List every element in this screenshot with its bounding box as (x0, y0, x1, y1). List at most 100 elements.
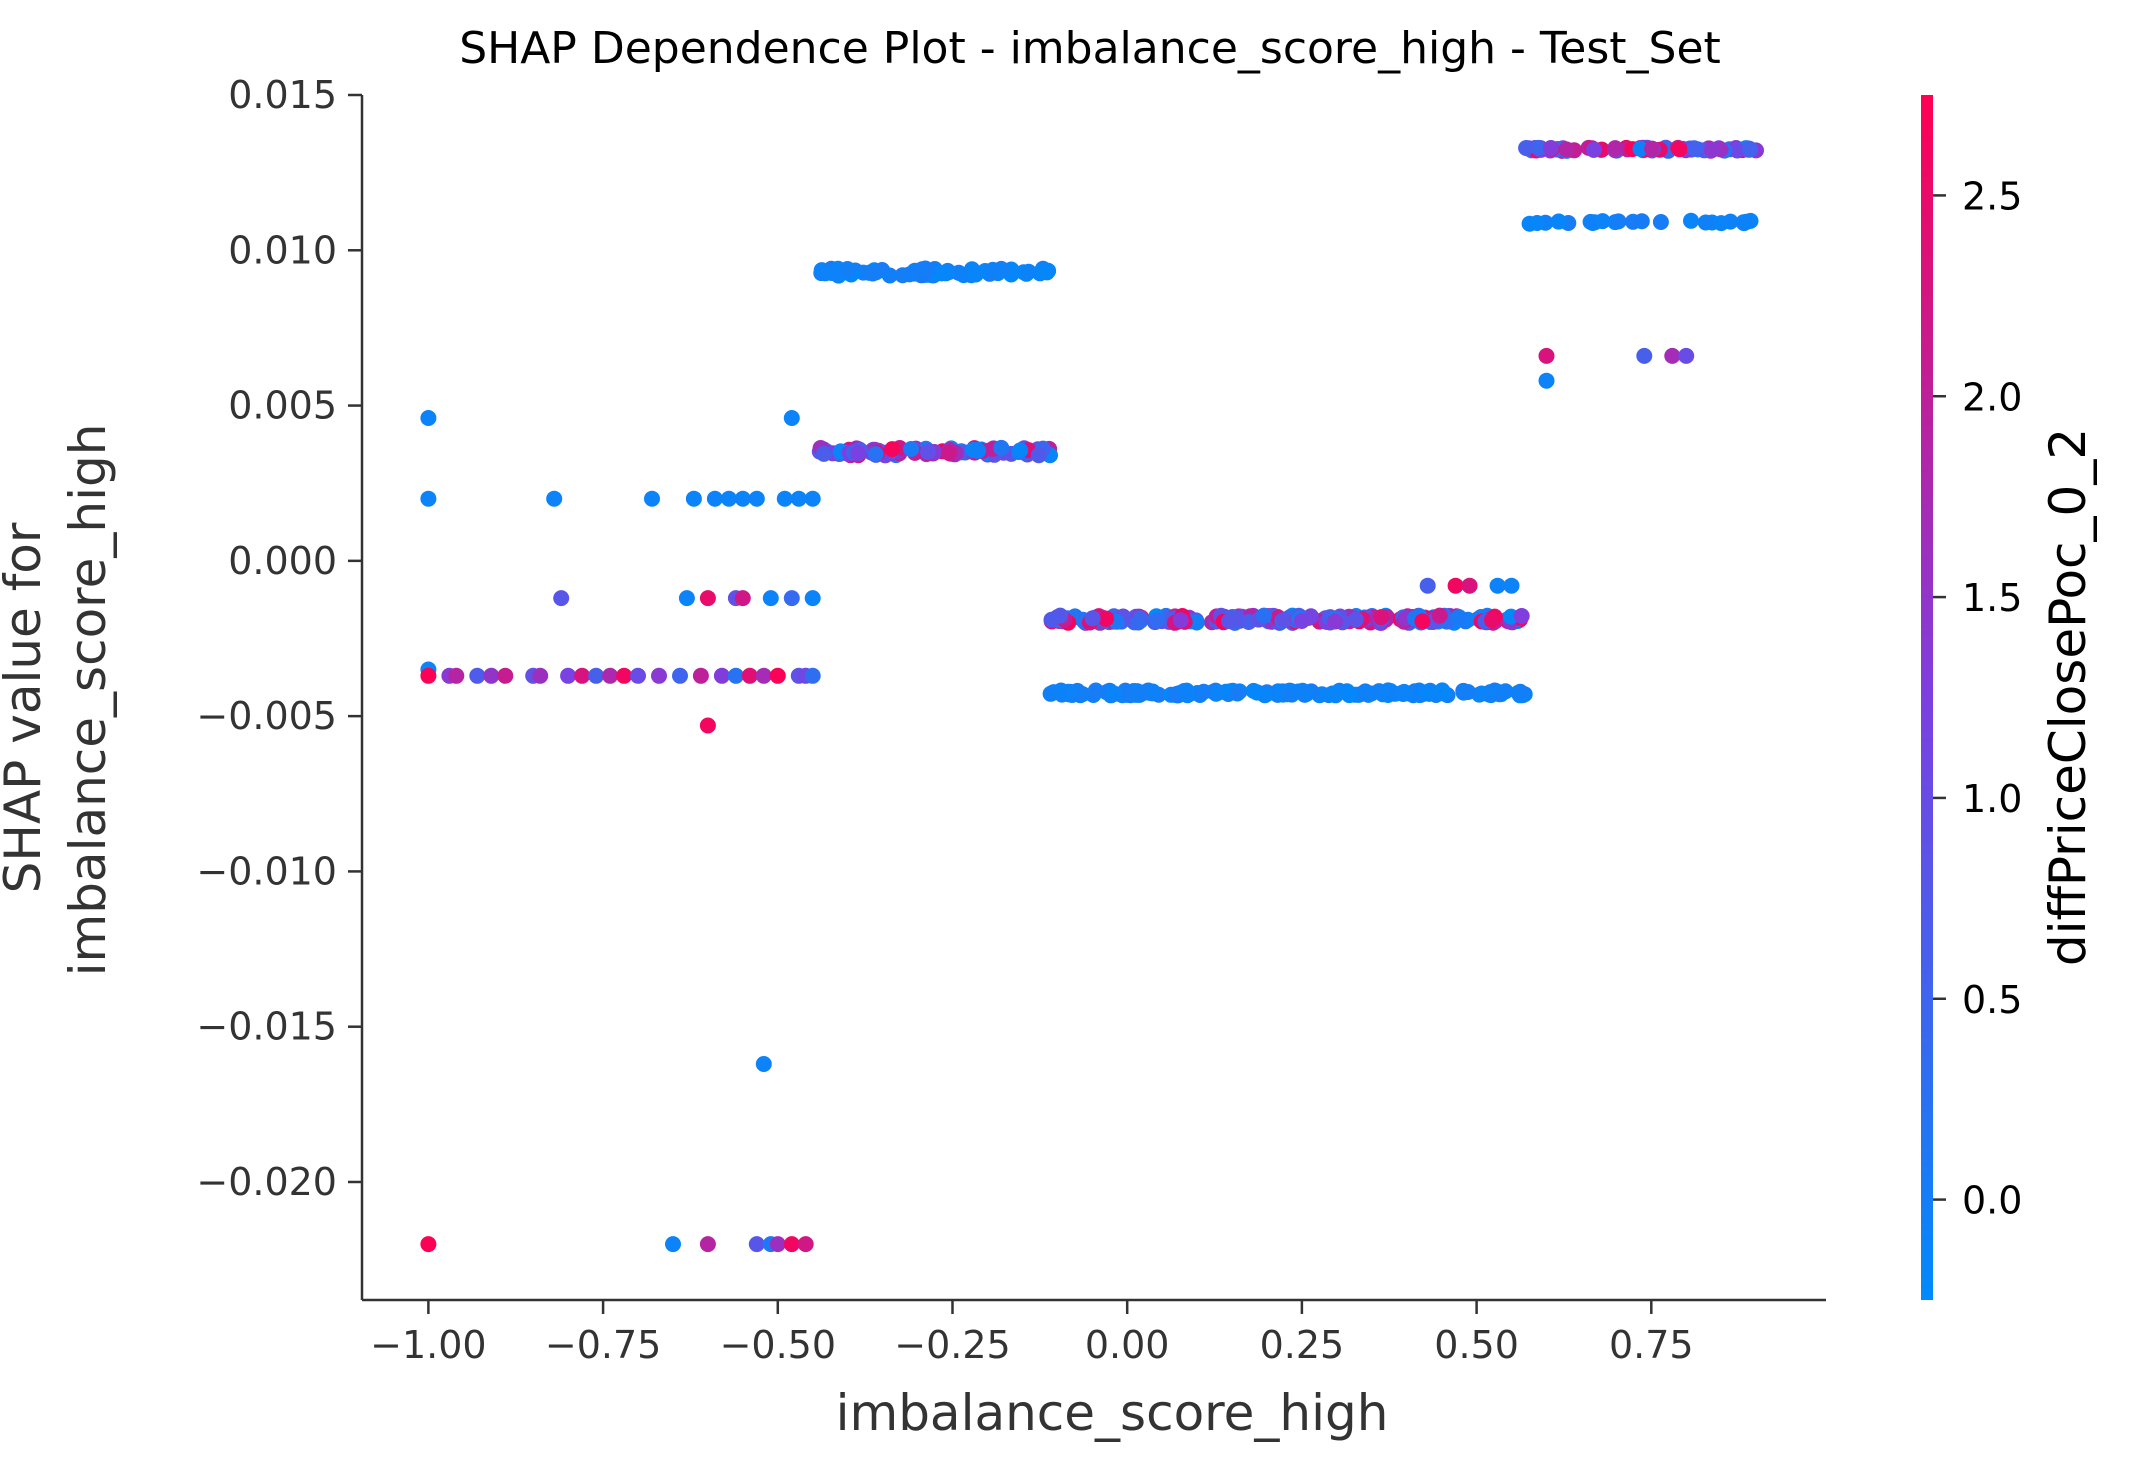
data-point (1713, 215, 1730, 232)
data-point (967, 266, 984, 283)
x-tick-label: −0.25 (894, 1323, 1010, 1367)
data-point (1644, 140, 1661, 157)
data-point (1450, 609, 1467, 625)
x-axis-label: imbalance_score_high (836, 1384, 1389, 1442)
data-point (783, 1236, 800, 1253)
data-point (1489, 577, 1506, 594)
data-point (734, 590, 751, 607)
y-ticks: 0.015 0.010 0.005 0.000 −0.005 −0.010 −0.015 −0… (196, 73, 362, 1204)
data-point (678, 590, 695, 607)
data-point (1419, 577, 1436, 594)
data-point (1229, 685, 1246, 702)
data-point (1497, 683, 1514, 700)
data-point (1172, 612, 1189, 629)
data-point (1529, 215, 1546, 231)
data-point (755, 667, 772, 684)
data-point (1327, 687, 1344, 704)
data-point (1431, 607, 1448, 624)
data-point (748, 1236, 765, 1253)
data-point (914, 261, 931, 278)
data-point (1210, 684, 1227, 701)
data-point (1538, 372, 1555, 389)
data-point (685, 490, 702, 507)
x-tick-label: 0.25 (1260, 1323, 1345, 1367)
data-point (867, 446, 884, 462)
data-point (1518, 140, 1535, 156)
data-point (1512, 683, 1529, 700)
data-point (713, 667, 730, 684)
data-point (692, 667, 709, 684)
data-point (1636, 347, 1653, 364)
data-point (727, 667, 744, 684)
data-point (1363, 685, 1380, 702)
data-point (1043, 611, 1060, 628)
data-point (762, 590, 779, 607)
data-point (483, 667, 500, 684)
y-tick-label: 0.010 (228, 228, 337, 272)
data-point (1098, 610, 1115, 627)
data-point (1195, 683, 1212, 700)
x-tick-label: 0.75 (1609, 1323, 1694, 1367)
data-point (1664, 347, 1681, 364)
data-point (755, 1056, 772, 1072)
data-point (1503, 577, 1520, 594)
data-point (588, 667, 605, 684)
data-point (993, 439, 1010, 456)
data-point (1697, 214, 1714, 231)
data-point (1106, 685, 1123, 702)
data-point (901, 266, 918, 283)
data-point (776, 490, 793, 507)
data-point (651, 667, 667, 684)
y-tick-label: −0.015 (196, 1005, 337, 1049)
data-point (748, 490, 765, 507)
data-point (1704, 141, 1721, 158)
x-ticks: −1.00 −0.75 −0.50 −0.25 0.00 0.25 0.50 0.75 (370, 1300, 1694, 1367)
data-point (1513, 608, 1530, 624)
data-point (1293, 613, 1310, 629)
data-point (1683, 212, 1699, 229)
data-point (1542, 140, 1559, 156)
data-point (790, 490, 807, 507)
data-point (1341, 687, 1358, 704)
data-point (1582, 213, 1599, 230)
data-point (616, 667, 633, 684)
data-point (420, 410, 437, 426)
data-point (574, 667, 591, 684)
data-point (903, 441, 920, 457)
data-point (933, 265, 950, 282)
data-point (1461, 577, 1478, 594)
data-point (1033, 263, 1049, 280)
data-point (1671, 141, 1688, 158)
data-point (1460, 684, 1477, 700)
data-point (984, 261, 1001, 278)
data-point (420, 667, 437, 684)
colorbar-tick-label: 1.0 (1962, 777, 2022, 821)
data-point (1030, 447, 1047, 464)
data-point (1418, 684, 1435, 701)
data-point (1130, 614, 1147, 631)
data-point (1188, 614, 1205, 631)
data-point (644, 490, 660, 507)
data-point (560, 667, 577, 684)
data-point (720, 490, 737, 507)
y-axis-label-line-2: imbalance_score_high (59, 424, 117, 977)
data-point (553, 590, 570, 607)
data-point (823, 265, 840, 281)
data-point (1249, 684, 1266, 701)
data-point (1020, 263, 1037, 280)
data-point (1347, 611, 1364, 628)
data-point (1084, 610, 1101, 627)
colorbar-tick-label: 0.5 (1962, 978, 2022, 1022)
data-point (839, 261, 856, 277)
data-point (1687, 140, 1704, 157)
data-point (734, 490, 751, 507)
data-point (864, 265, 881, 282)
data-point (497, 667, 514, 684)
data-point (469, 667, 486, 684)
data-point (602, 667, 619, 684)
data-point (1144, 683, 1161, 700)
data-point (706, 490, 723, 507)
data-point (804, 490, 821, 507)
data-point (741, 667, 758, 684)
